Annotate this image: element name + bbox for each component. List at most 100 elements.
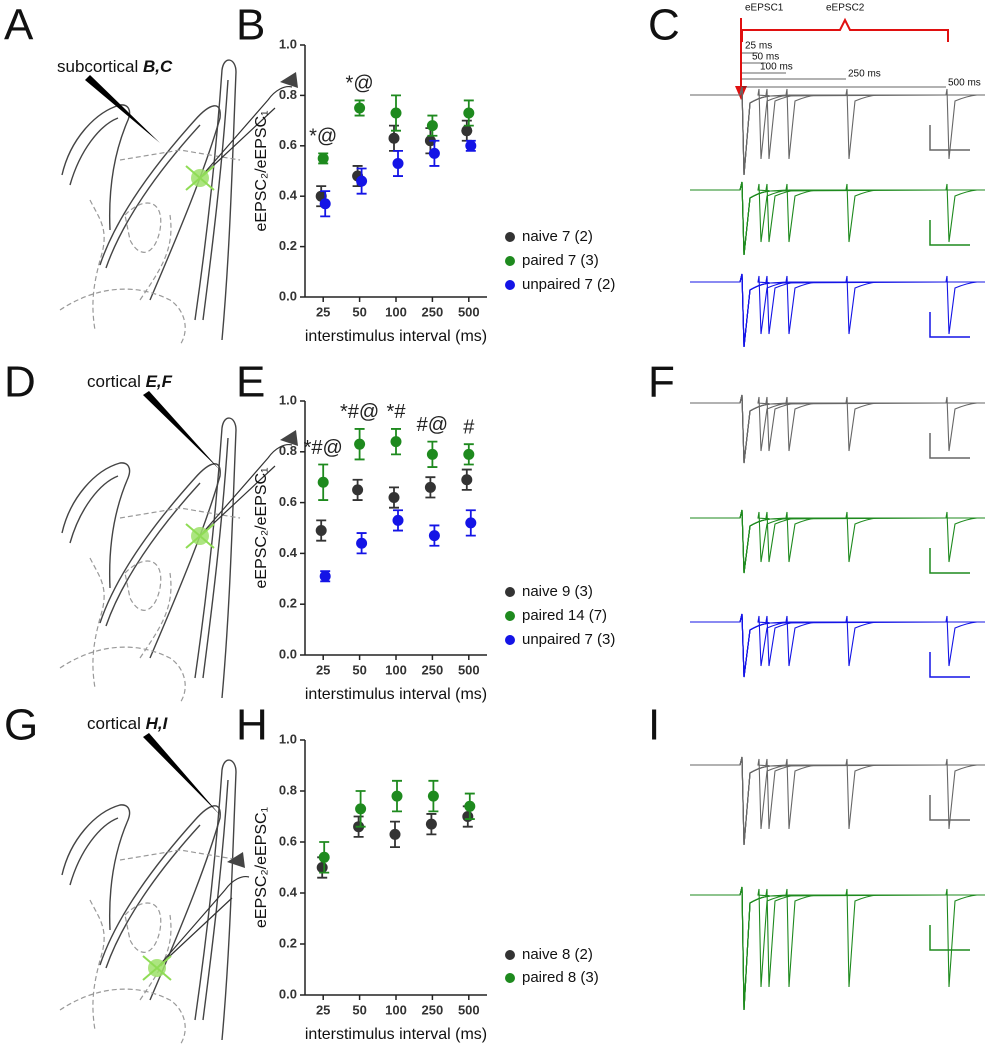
x-axis-label: interstimulus interval (ms) xyxy=(305,328,487,345)
y-tick-label: 0.2 xyxy=(279,935,297,950)
x-tick-label: 25 xyxy=(316,1002,330,1017)
trace xyxy=(690,613,985,678)
stim-electrode xyxy=(143,733,220,815)
x-tick-label: 100 xyxy=(385,304,407,319)
y-tick-label: 0.8 xyxy=(279,87,297,102)
interval-label: 100 ms xyxy=(760,62,793,73)
trace xyxy=(690,273,985,348)
point xyxy=(463,448,475,460)
point xyxy=(426,448,438,460)
point xyxy=(319,198,331,210)
trace-group xyxy=(690,273,985,348)
site: cortical xyxy=(87,372,141,391)
interval-lines xyxy=(742,52,946,88)
legend-marker xyxy=(505,256,515,266)
trace xyxy=(690,394,985,464)
interval-label: 50 ms xyxy=(752,52,779,63)
trace xyxy=(690,756,985,846)
trace-group xyxy=(690,86,985,176)
point xyxy=(463,107,475,119)
brace xyxy=(741,17,949,42)
interval-label: 25 ms xyxy=(745,41,772,52)
legend-label: paired 8 (3) xyxy=(522,969,599,986)
point xyxy=(428,530,440,542)
significance: *# xyxy=(387,401,407,423)
targets: H,I xyxy=(146,714,169,733)
legend-marker xyxy=(505,587,515,597)
trace xyxy=(690,756,985,846)
point xyxy=(355,803,367,815)
scale-bar xyxy=(929,433,970,459)
y-tick-label: 0.0 xyxy=(279,986,297,1001)
panel-letter: A xyxy=(4,1,34,50)
legend-label: paired 14 (7) xyxy=(522,607,607,624)
interval-label: 500 ms xyxy=(948,78,981,89)
recording-pipette xyxy=(185,72,298,191)
point xyxy=(461,125,473,137)
x-tick-label: 25 xyxy=(316,304,330,319)
trace-label: eEPSC2 xyxy=(826,3,865,14)
scale-bar xyxy=(929,220,970,246)
trace xyxy=(690,509,985,574)
y-tick-label: 1.0 xyxy=(279,36,297,51)
point xyxy=(464,800,476,812)
panel-letter: E xyxy=(236,358,265,407)
x-tick-label: 250 xyxy=(422,1002,444,1017)
x-tick-label: 500 xyxy=(458,1002,480,1017)
trace-group xyxy=(690,613,985,678)
y-tick-label: 0.2 xyxy=(279,596,297,611)
y-axis-label: eEPSC₂/eEPSC₁ xyxy=(253,111,270,232)
x-tick-label: 50 xyxy=(352,662,366,677)
y-tick-label: 0.0 xyxy=(279,646,297,661)
trace xyxy=(690,273,985,348)
legend-marker xyxy=(505,950,515,960)
legend-marker xyxy=(505,611,515,621)
stim-electrode xyxy=(85,75,160,143)
scale-bar xyxy=(929,312,970,338)
trace xyxy=(690,273,985,348)
trace xyxy=(690,394,985,464)
legend-label: unpaired 7 (2) xyxy=(522,276,615,293)
scale-bar xyxy=(929,795,970,821)
x-tick-label: 500 xyxy=(458,662,480,677)
trace xyxy=(690,394,985,464)
trace xyxy=(690,756,985,846)
legend-label: paired 7 (3) xyxy=(522,252,599,269)
point xyxy=(356,537,368,549)
legend-marker xyxy=(505,635,515,645)
site: cortical xyxy=(87,714,141,733)
trace xyxy=(690,509,985,574)
trace xyxy=(690,181,985,256)
point xyxy=(392,157,404,169)
panel-letter: B xyxy=(236,1,265,50)
x-tick-label: 50 xyxy=(352,304,366,319)
trace xyxy=(690,613,985,678)
trace xyxy=(690,886,985,1011)
scale-bar xyxy=(929,925,970,951)
significance: *#@ xyxy=(340,401,379,423)
panel-letter: G xyxy=(4,701,38,750)
y-tick-label: 0.8 xyxy=(279,782,297,797)
y-tick-label: 0.0 xyxy=(279,288,297,303)
legend-label: unpaired 7 (3) xyxy=(522,631,615,648)
static-layout xyxy=(59,17,949,1046)
x-tick-label: 25 xyxy=(316,662,330,677)
x-axis-label: interstimulus interval (ms) xyxy=(305,686,487,703)
y-tick-label: 0.4 xyxy=(279,545,298,560)
point xyxy=(389,828,401,840)
x-tick-label: 500 xyxy=(458,304,480,319)
point xyxy=(316,862,328,873)
trace xyxy=(690,86,985,176)
panel-letter: D xyxy=(4,358,36,407)
trace xyxy=(690,886,985,1011)
trace xyxy=(690,886,985,1011)
trace xyxy=(690,273,985,348)
electrode-label: cortical H,I xyxy=(87,714,169,733)
significance: *@ xyxy=(346,73,374,95)
y-tick-label: 0.2 xyxy=(279,238,297,253)
electrode-label: cortical E,F xyxy=(87,372,173,391)
point xyxy=(427,790,439,802)
trace xyxy=(690,273,985,348)
scale-bar xyxy=(929,125,970,151)
